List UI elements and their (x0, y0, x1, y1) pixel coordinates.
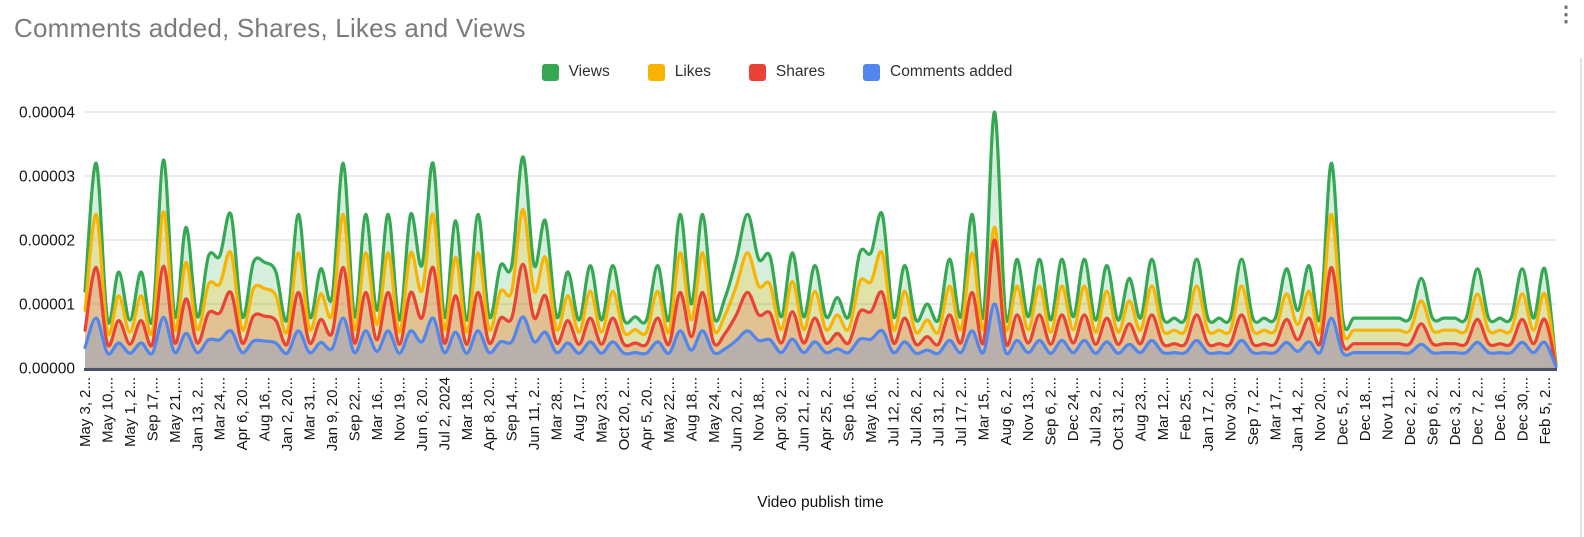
legend-item-comments[interactable]: Comments added (863, 63, 1012, 81)
legend-swatch-shares (748, 63, 766, 81)
x-tick-label: Sep 7, 2... (1245, 377, 1262, 445)
x-tick-label: Jul 12, 2... (885, 377, 902, 446)
y-tick-label: 0.00000 (19, 361, 75, 378)
x-tick-label: Apr 8, 20... (481, 377, 498, 450)
x-tick-label: Apr 25, 2... (818, 377, 835, 450)
line-views (83, 110, 1558, 367)
panel-edge-divider (1580, 58, 1582, 537)
x-tick-label: Nov 30,... (1222, 377, 1239, 441)
x-tick-label: Nov 13,... (1020, 377, 1037, 441)
more-options-button[interactable]: ⋮ (1552, 2, 1580, 36)
x-tick-label: May 24,... (706, 377, 723, 443)
x-tick-label: Aug 17,... (571, 377, 588, 441)
x-tick-label: Apr 6, 20... (234, 377, 251, 450)
x-tick-label: May 1, 2... (122, 377, 139, 447)
x-tick-label: Jun 11, 2... (526, 377, 543, 450)
x-tick-label: Feb 25,... (1177, 377, 1194, 440)
x-tick-label: Sep 16,... (841, 377, 858, 441)
x-tick-label: Sep 6, 2... (1043, 377, 1060, 445)
x-tick-label: Aug 6, 2... (998, 377, 1015, 445)
legend-label-views: Views (568, 63, 610, 80)
x-tick-label: Jan 14, 2... (1290, 377, 1307, 451)
chart-title: Comments added, Shares, Likes and Views (14, 13, 526, 43)
x-tick-label: Mar 28,... (549, 377, 566, 440)
x-tick-label: Apr 30, 2... (773, 377, 790, 450)
x-tick-label: Apr 5, 20... (638, 377, 655, 450)
x-tick-label: Jul 31, 2... (930, 377, 947, 446)
x-tick-label: Sep 22,... (346, 377, 363, 441)
legend-swatch-views (541, 63, 559, 81)
x-tick-label: Jun 6, 20... (414, 377, 431, 451)
x-tick-label: May 22,... (661, 377, 678, 443)
legend-swatch-comments (863, 63, 881, 81)
x-tick-label: Dec 2, 2... (1402, 377, 1419, 445)
x-tick-label: Dec 5, 2... (1335, 377, 1352, 445)
chart-legend: Views Likes Shares Comments added (0, 60, 1554, 84)
x-tick-label: Mar 17,... (1267, 377, 1284, 440)
x-tick-label: Aug 23,... (1133, 377, 1150, 441)
legend-label-shares: Shares (775, 63, 826, 80)
x-tick-label: May 10,... (99, 377, 116, 443)
chart-plot-area[interactable]: 0.00000 0.00001 0.00002 0.00003 0.00004 May 3… (0, 88, 1584, 488)
x-tick-label: Sep 17,... (144, 377, 161, 441)
x-tick-label: Dec 16,... (1492, 377, 1509, 441)
x-tick-label: Nov 11,... (1380, 377, 1397, 440)
legend-label-comments: Comments added (890, 63, 1013, 80)
x-tick-label: Jan 9, 20... (324, 377, 341, 451)
x-tick-label: Mar 12,... (1155, 377, 1172, 440)
x-tick-label: Oct 31, 2... (1110, 377, 1127, 450)
line-likes (83, 207, 1558, 367)
line-shares (83, 238, 1558, 368)
x-tick-label: Jan 2, 20... (279, 377, 296, 451)
legend-item-shares[interactable]: Shares (748, 63, 826, 81)
x-tick-label: Feb 5, 2... (1537, 377, 1554, 445)
x-tick-label: Dec 3, 2... (1447, 377, 1464, 445)
area-likes (85, 209, 1556, 368)
x-tick-label: Jan 17, 2... (1200, 377, 1217, 451)
x-tick-label: Jun 20, 2... (728, 377, 745, 451)
x-tick-label: May 16,... (863, 377, 880, 443)
x-tick-label: Dec 30,... (1514, 377, 1531, 441)
x-tick-label: Sep 6, 2... (1424, 377, 1441, 445)
x-tick-label: Jul 29, 2... (1088, 377, 1105, 446)
x-tick-label: Sep 14,... (504, 377, 521, 441)
x-tick-label: Dec 18,... (1357, 377, 1374, 441)
x-tick-label: Jul 17, 2... (953, 377, 970, 446)
legend-label-likes: Likes (674, 63, 711, 80)
x-tick-label: Oct 20, 2... (616, 377, 633, 450)
y-tick-label: 0.00004 (19, 105, 75, 122)
more-vert-icon: ⋮ (1555, 3, 1577, 26)
x-tick-label: Mar 18,... (459, 377, 476, 440)
x-tick-label: Mar 31,... (302, 377, 319, 440)
x-tick-label: Nov 20,... (1312, 377, 1329, 441)
y-tick-label: 0.00001 (19, 297, 75, 314)
y-tick-label: 0.00003 (19, 169, 75, 186)
x-tick-label: Mar 15,... (975, 377, 992, 440)
x-tick-label: Aug 16,... (257, 377, 274, 441)
x-axis-title: Video publish time (757, 494, 884, 511)
x-tick-label: May 21,... (167, 377, 184, 443)
legend-swatch-likes (647, 63, 665, 81)
x-tick-label: Nov 19,... (391, 377, 408, 441)
x-tick-label: Mar 24,... (212, 377, 229, 440)
x-tick-label: May 23,... (594, 377, 611, 443)
x-tick-label: Nov 18,... (751, 377, 768, 441)
x-tick-label: Jul 26, 2... (908, 377, 925, 446)
legend-item-views[interactable]: Views (541, 63, 610, 81)
x-tick-label: Jul 2, 2024 (436, 377, 453, 450)
x-tick-label: Aug 18,... (683, 377, 700, 441)
x-tick-label: Jun 21, 2... (796, 377, 813, 451)
y-tick-label: 0.00002 (19, 233, 75, 250)
line-comments-added (83, 302, 1558, 369)
x-tick-label: Dec 7, 2... (1469, 377, 1486, 445)
x-tick-label: Dec 24,... (1065, 377, 1082, 441)
legend-item-likes[interactable]: Likes (647, 63, 711, 81)
x-tick-label: May 3, 2... (77, 377, 94, 447)
x-tick-label: Jan 13, 2... (189, 377, 206, 451)
x-tick-label: Mar 16,... (369, 377, 386, 440)
